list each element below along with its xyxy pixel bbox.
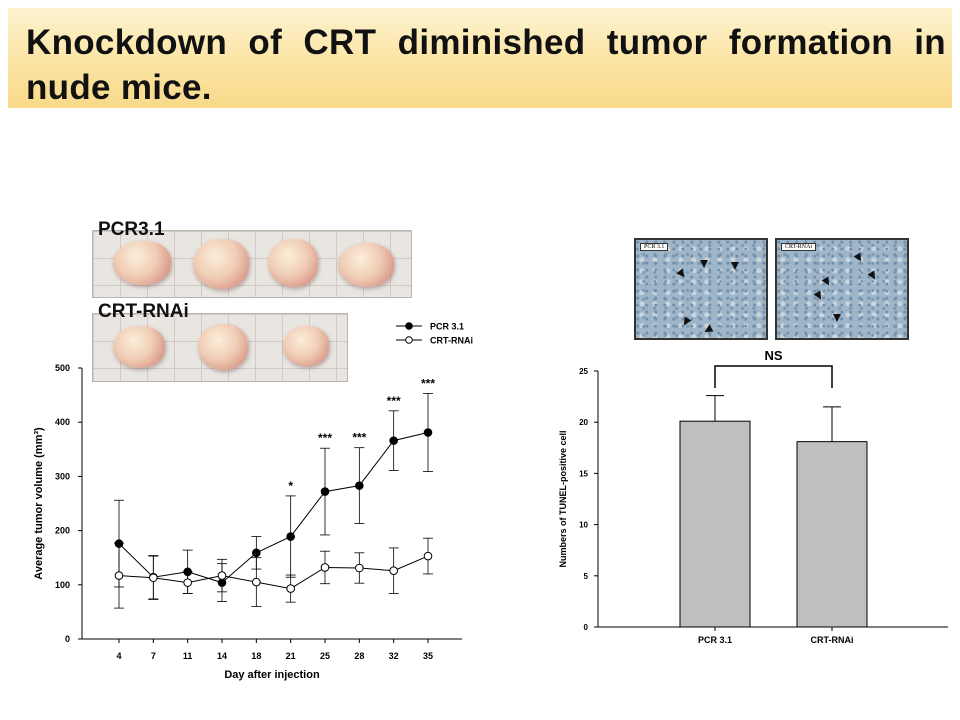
- y-tick-label: 300: [55, 471, 70, 481]
- tumor-photo-crt-rnai: [92, 313, 348, 382]
- significance-marker: ***: [387, 394, 401, 408]
- data-point: [114, 571, 124, 580]
- significance-marker: ***: [421, 376, 435, 390]
- bar: [796, 441, 868, 628]
- micrograph-crt-rnai: CRT-RNAi: [775, 238, 909, 340]
- legend-marker: [405, 336, 413, 344]
- data-point: [114, 539, 124, 548]
- data-point: [423, 551, 433, 561]
- title-banner: Knockdown of CRT diminished tumor format…: [8, 8, 952, 108]
- arrow-icon: [833, 314, 841, 322]
- data-point: [286, 532, 295, 541]
- data-point: [389, 436, 398, 445]
- significance-bracket: [714, 365, 833, 388]
- x-axis-title: Day after injection: [224, 669, 320, 681]
- data-point: [355, 481, 364, 490]
- arrow-icon: [700, 260, 708, 268]
- y-tick-label: 400: [55, 417, 70, 427]
- legend-marker: [405, 322, 413, 330]
- significance-marker: *: [288, 479, 293, 493]
- tumor-specimen: [198, 324, 248, 370]
- y-tick-label: 25: [579, 367, 588, 376]
- y-tick-label: 10: [579, 521, 588, 530]
- x-tick-label: 4: [116, 651, 121, 661]
- tumor-specimen: [193, 239, 249, 289]
- micrograph-pcr31: PCR 3.1: [634, 238, 768, 340]
- y-tick-label: 0: [65, 634, 70, 644]
- data-point: [286, 584, 295, 593]
- y-tick-label: 200: [55, 526, 70, 536]
- x-tick-label: PCR 3.1: [698, 635, 732, 645]
- x-tick-label: 11: [183, 651, 193, 661]
- photo-label-pcr31: PCR3.1: [98, 219, 165, 240]
- significance-marker: ***: [352, 431, 366, 445]
- data-point: [355, 563, 364, 573]
- micrograph-label: PCR 3.1: [640, 243, 669, 251]
- series-line: [118, 555, 429, 590]
- legend-label: CRT-RNAi: [430, 336, 473, 346]
- y-tick-label: 15: [579, 469, 588, 478]
- x-tick-label: CRT-RNAi: [811, 635, 854, 645]
- significance-marker: ***: [318, 431, 332, 445]
- tumor-photo-pcr31: [92, 230, 412, 298]
- x-tick-label: 7: [151, 651, 156, 661]
- photo-label-crt-rnai: CRT-RNAi: [98, 301, 189, 322]
- data-point: [423, 428, 433, 437]
- x-tick-label: 25: [320, 651, 330, 661]
- data-point: [217, 571, 227, 580]
- y-tick-label: 20: [579, 418, 588, 427]
- data-point: [252, 548, 261, 558]
- data-point: [217, 578, 227, 587]
- tumor-volume-line-chart: 0 100 200 300 400 500 4 7 11 14 18 21 25 28 32 35 Day af…: [33, 322, 473, 682]
- data-point: [149, 573, 158, 583]
- data-point: [320, 563, 330, 572]
- arrow-icon: [731, 262, 739, 270]
- tumor-specimen: [268, 239, 318, 287]
- data-point: [252, 577, 261, 587]
- y-tick-label: 100: [55, 580, 70, 590]
- legend-label: PCR 3.1: [430, 322, 464, 332]
- tumor-specimen: [338, 243, 394, 287]
- significance-label: NS: [764, 348, 782, 363]
- y-axis-title: Numbers of TUNEL-positive cell: [558, 430, 568, 567]
- x-tick-label: 35: [423, 651, 433, 661]
- y-tick-label: 0: [584, 623, 589, 632]
- micrograph-label: CRT-RNAi: [781, 243, 817, 251]
- x-tick-label: 14: [217, 651, 227, 661]
- data-point: [320, 487, 330, 496]
- tumor-specimen: [113, 241, 171, 285]
- x-tick-label: 18: [251, 651, 261, 661]
- data-point: [389, 566, 398, 576]
- x-tick-label: 32: [389, 651, 399, 661]
- tumor-specimen: [113, 326, 165, 368]
- tunel-bar-chart: 0 5 10 15 20 25 Numbers of TUNEL-positive cell…: [558, 348, 948, 645]
- y-axis-title: Average tumor volume (mm³): [33, 427, 45, 580]
- y-tick-label: 500: [55, 363, 70, 373]
- tumor-specimen: [283, 326, 329, 366]
- data-point: [183, 567, 192, 577]
- x-tick-label: 28: [354, 651, 364, 661]
- series-line: [118, 432, 429, 584]
- bar: [679, 420, 751, 628]
- data-point: [183, 578, 192, 587]
- y-tick-label: 5: [584, 572, 589, 581]
- slide-title: Knockdown of CRT diminished tumor format…: [26, 23, 946, 107]
- x-tick-label: 21: [286, 651, 296, 661]
